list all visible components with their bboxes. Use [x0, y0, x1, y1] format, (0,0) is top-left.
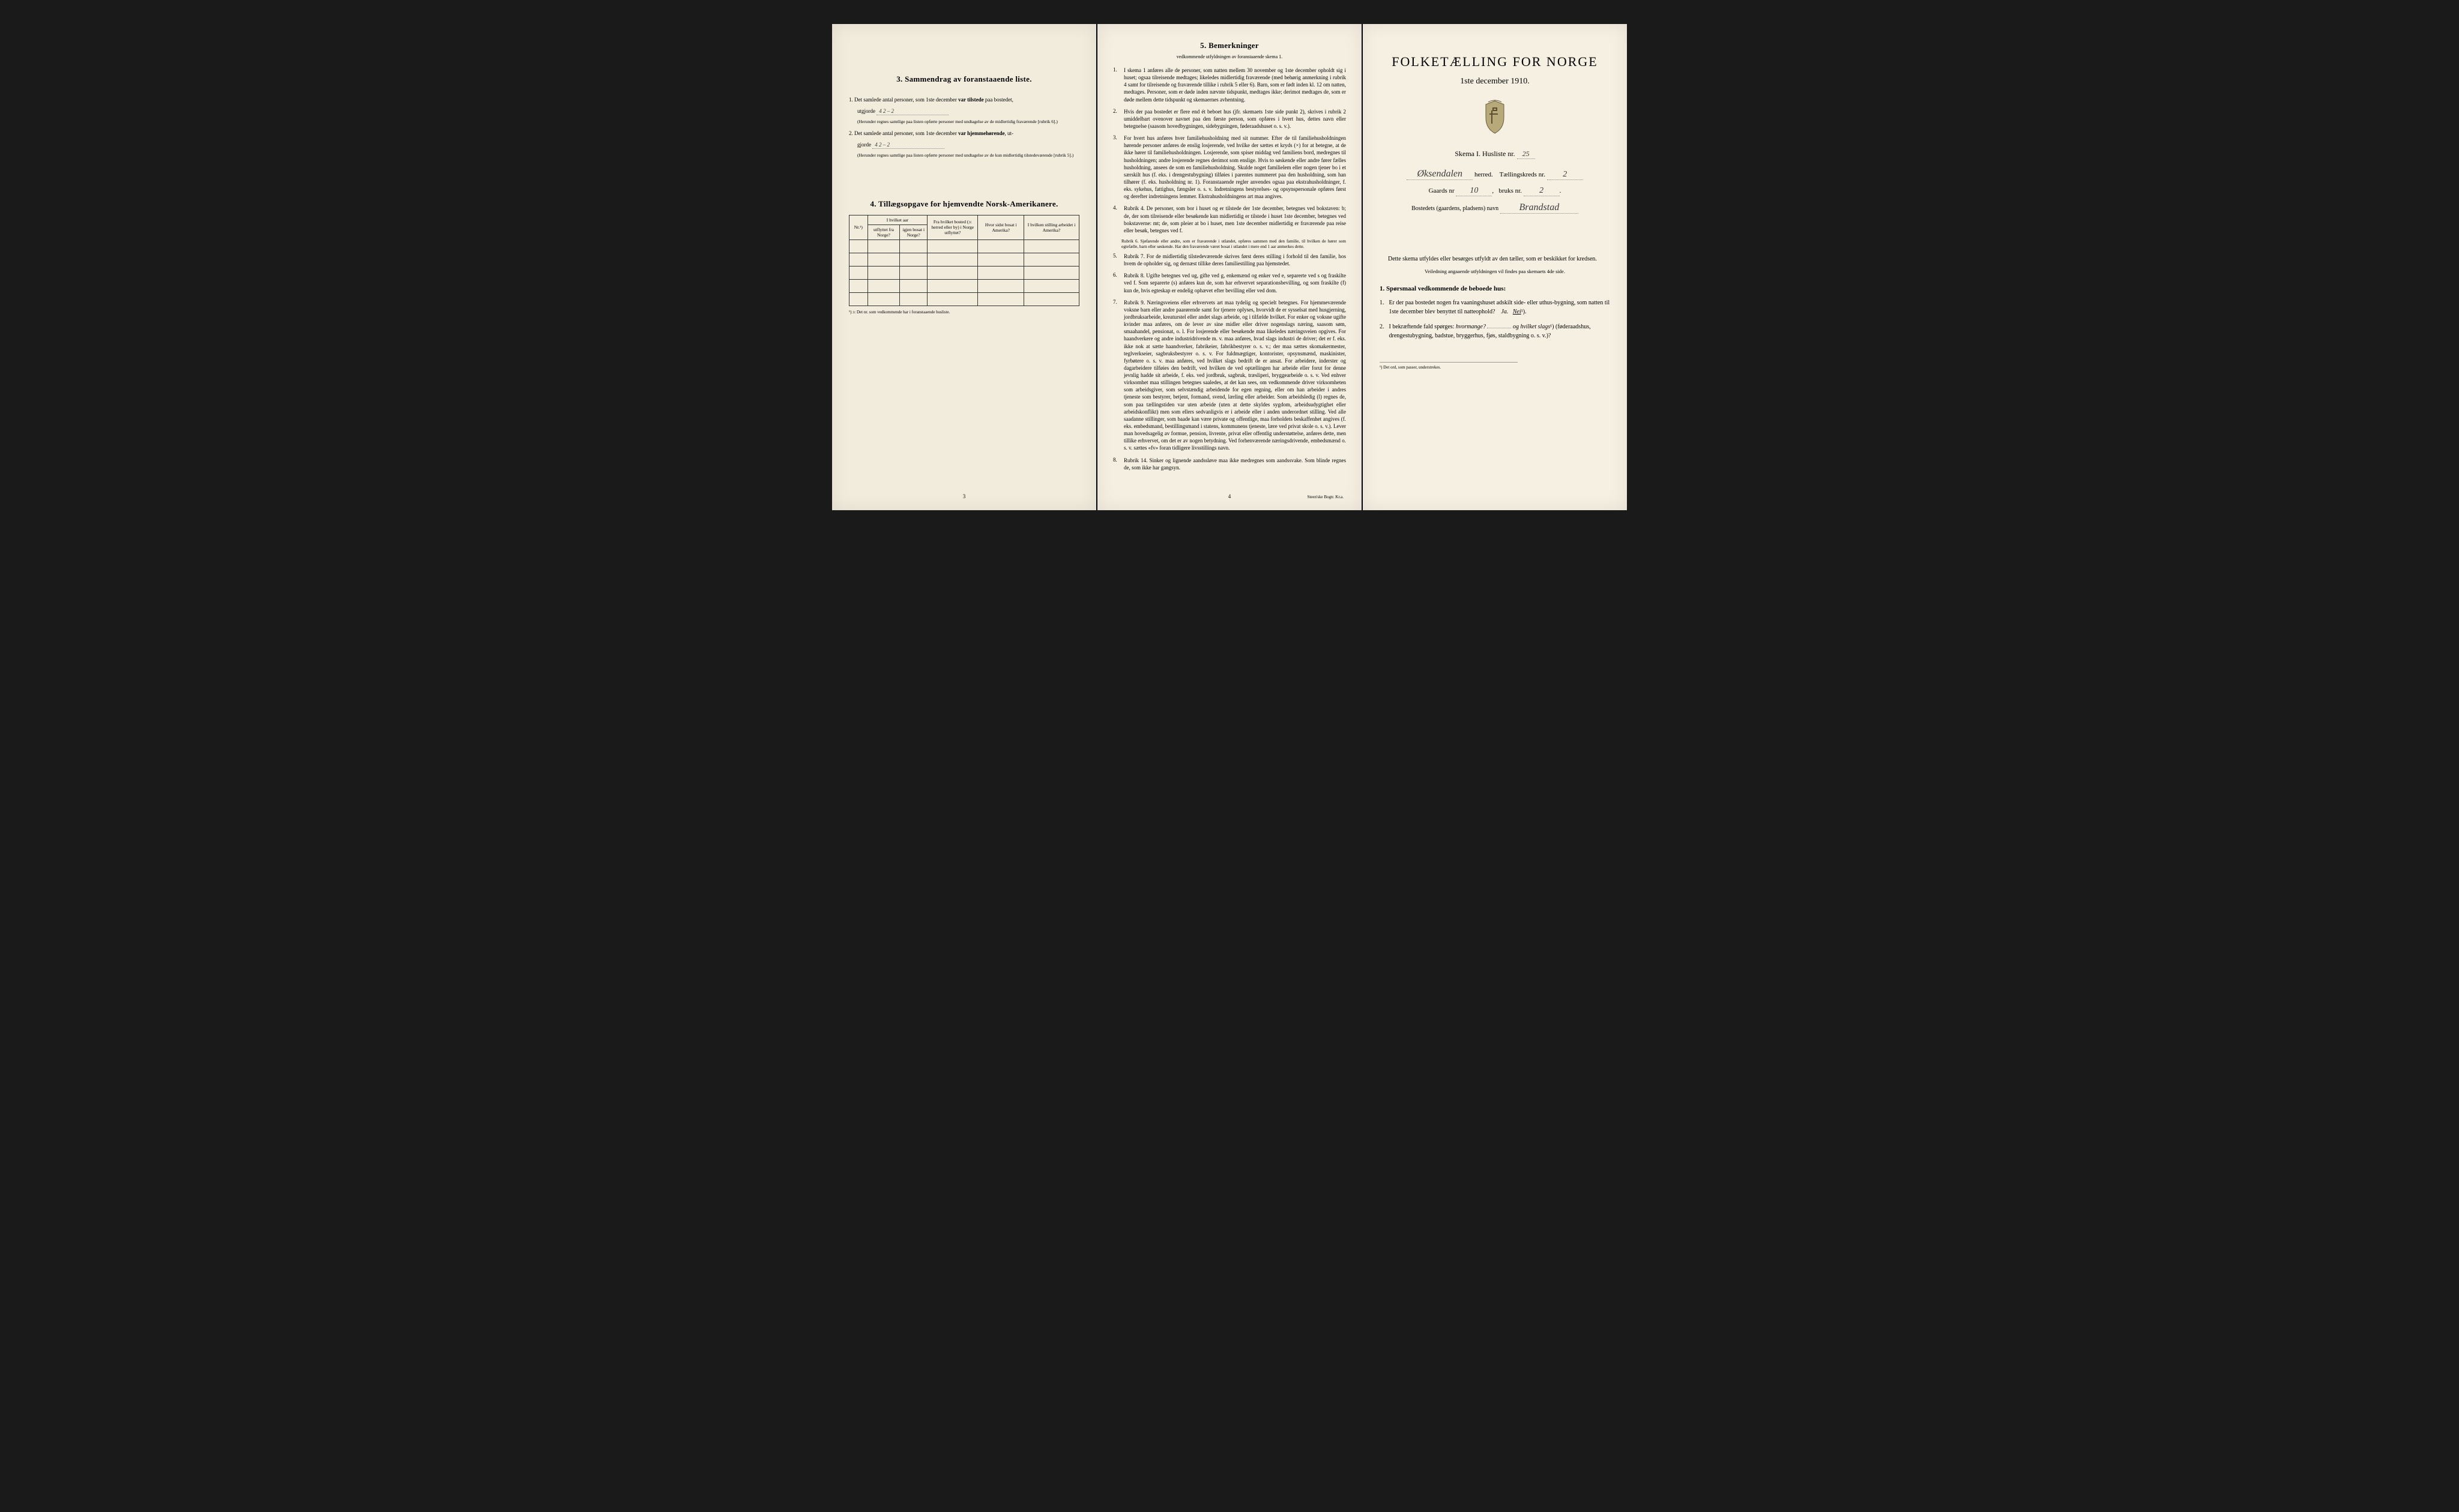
- col-nr: Nr.¹): [849, 215, 868, 239]
- item-1-value-line: utgjorde 4 2 – 2: [857, 107, 1079, 116]
- col-aar-group: I hvilket aar: [867, 215, 928, 224]
- page-number: 4: [1228, 493, 1231, 499]
- table-row: [849, 292, 1079, 306]
- census-title: FOLKETÆLLING FOR NORGE: [1380, 54, 1610, 70]
- item-2-value-line: gjorde 4 2 – 2: [857, 141, 1079, 149]
- col-bosted: Fra hvilket bosted (ɔ: herred eller by) …: [928, 215, 978, 239]
- section-5-sub: vedkommende utfyldningen av foranstaaend…: [1113, 54, 1346, 59]
- rubrik-6: Rubrik 6. Sjøfarende eller andre, som er…: [1121, 239, 1346, 250]
- table-footnote: ¹) ɔ: Det nr. som vedkommende har i fora…: [849, 310, 1079, 315]
- question-2: 2. I bekræftende fald spørges: hvormange…: [1380, 322, 1610, 340]
- herred-line: Øksendalen herred. Tællingskreds nr. 2: [1380, 169, 1610, 180]
- skema-line: Skema I. Husliste nr. 25: [1380, 149, 1610, 159]
- table-row: [849, 279, 1079, 292]
- col-stilling: I hvilken stilling arbeidet i Amerika?: [1024, 215, 1079, 239]
- value-tilstede: 4 2 – 2: [876, 107, 949, 116]
- census-document: 3. Sammendrag av foranstaaende liste. 1.…: [832, 24, 1627, 510]
- remark-1: 1. I skema 1 anføres alle de personer, s…: [1113, 67, 1346, 106]
- husliste-nr: 25: [1517, 149, 1535, 159]
- bosted-line: Bostedets (gaardens, pladsens) navn Bran…: [1380, 202, 1610, 214]
- remark-5: 5. Rubrik 7. For de midlertidig tilstede…: [1113, 253, 1346, 270]
- section-5-heading: 5. Bemerkninger: [1113, 41, 1346, 50]
- remark-7: 7. Rubrik 9. Næringsveiens eller erhverv…: [1113, 299, 1346, 454]
- page-4: 5. Bemerkninger vedkommende utfyldningen…: [1097, 24, 1362, 510]
- value-hjemmehorende: 4 2 – 2: [872, 141, 944, 149]
- question-1: 1. Er der paa bostedet nogen fra vaaning…: [1380, 298, 1610, 316]
- table-row: [849, 253, 1079, 266]
- remark-3: 3. For hvert hus anføres hver familiehus…: [1113, 134, 1346, 202]
- kreds-nr: 2: [1547, 170, 1583, 180]
- bosted-value: Brandstad: [1500, 202, 1578, 214]
- amerikanere-table: Nr.¹) I hvilket aar Fra hvilket bosted (…: [849, 215, 1079, 306]
- item-1-note: (Herunder regnes samtlige paa listen opf…: [857, 119, 1079, 125]
- herred-value: Øksendalen: [1407, 169, 1473, 180]
- remark-6: 6. Rubrik 8. Ugifte betegnes ved ug, gif…: [1113, 272, 1346, 296]
- item-1: 1. Det samlede antal personer, som 1ste …: [849, 96, 1079, 104]
- cover-footnote: ¹) Det ord, som passer, understrekes.: [1380, 362, 1518, 370]
- page-number: 3: [963, 493, 966, 499]
- remark-8: 8. Rubrik 14. Sinker og lignende aandssl…: [1113, 457, 1346, 474]
- gaards-nr: 10: [1456, 186, 1492, 196]
- col-utflyttet: utflyttet fra Norge?: [867, 224, 900, 239]
- item-2: 2. Det samlede antal personer, som 1ste …: [849, 130, 1079, 137]
- item-2-note: (Herunder regnes samtlige paa listen opf…: [857, 152, 1079, 158]
- instructions-sub: Veiledning angaaende utfyldningen vil fi…: [1380, 268, 1610, 274]
- coat-of-arms-icon: [1380, 100, 1610, 139]
- remark-2: 2. Hvis der paa bostedet er flere end ét…: [1113, 108, 1346, 132]
- page-3: 3. Sammendrag av foranstaaende liste. 1.…: [832, 24, 1096, 510]
- col-igjen: igjen bosat i Norge?: [900, 224, 928, 239]
- remark-4: 4. Rubrik 4. De personer, som bor i huse…: [1113, 205, 1346, 236]
- section-3-heading: 3. Sammendrag av foranstaaende liste.: [849, 74, 1079, 84]
- col-amerika-bosat: Hvor sidst bosat i Amerika?: [978, 215, 1024, 239]
- table-row: [849, 266, 1079, 279]
- census-date: 1ste december 1910.: [1380, 77, 1610, 86]
- answer-nei: Nei: [1513, 309, 1521, 315]
- question-heading: 1. Spørsmaal vedkommende de beboede hus:: [1380, 285, 1610, 292]
- gaards-line: Gaards nr 10, bruks nr. 2.: [1380, 186, 1610, 196]
- page-1-cover: FOLKETÆLLING FOR NORGE 1ste december 191…: [1363, 24, 1627, 510]
- table-row: [849, 239, 1079, 253]
- instructions: Dette skema utfyldes eller besørges utfy…: [1380, 255, 1610, 264]
- printer-mark: Steen'ske Bogtr. Kr.a.: [1307, 495, 1344, 499]
- bruks-nr: 2: [1524, 186, 1560, 196]
- section-4-heading: 4. Tillægsopgave for hjemvendte Norsk-Am…: [849, 199, 1079, 209]
